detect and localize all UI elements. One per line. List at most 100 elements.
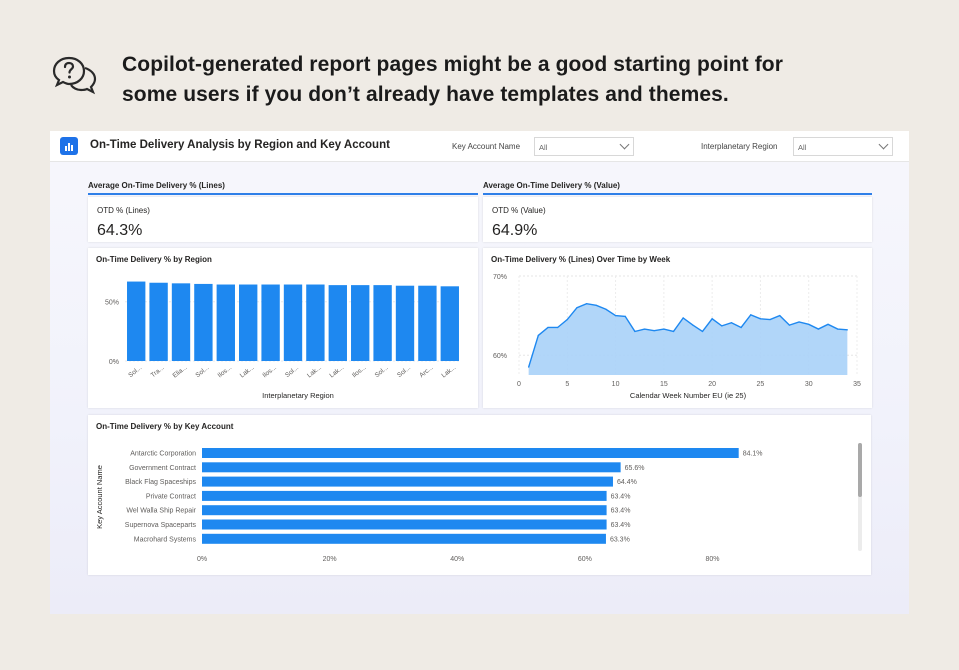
x-tick-label: Arc... <box>418 364 434 379</box>
x-tick-label: Lak... <box>306 364 323 379</box>
x-tick-label: Tra... <box>150 364 166 379</box>
y-tick-label: Private Contract <box>146 493 196 500</box>
data-point <box>643 328 646 330</box>
kpi-heading-underline <box>483 193 872 195</box>
week-area-chart: 60% 70% 0 5 10 15 20 25 30 35 Calendar Week Number… <box>493 274 861 400</box>
x-tick-label: Sol... <box>284 364 300 379</box>
x-tick-label: Elia... <box>172 364 189 380</box>
account-chart-panel[interactable]: On-Time Delivery % by Key Account 0% 20% 4… <box>88 415 871 575</box>
x-tick-label: 20% <box>323 556 337 563</box>
data-point <box>605 308 607 310</box>
chevron-down-icon <box>878 139 889 150</box>
x-tick-label: 15 <box>660 381 668 388</box>
x-tick-label: 5 <box>565 381 569 388</box>
data-point <box>750 314 752 316</box>
x-tick-label: Sol... <box>396 364 412 379</box>
kpi-value: 64.9% <box>492 222 538 239</box>
data-point <box>721 325 723 327</box>
x-tick-label: Lak... <box>239 364 256 379</box>
y-tick-label: Supernova Spaceparts <box>125 522 197 529</box>
region-bar <box>149 282 168 361</box>
account-bar <box>202 476 613 487</box>
tip-text: Copilot-generated report pages might be … <box>122 50 783 110</box>
data-point <box>711 318 713 320</box>
account-bar <box>202 462 621 473</box>
x-tick-label: Sol... <box>194 364 210 379</box>
region-slicer[interactable]: All <box>793 137 893 156</box>
account-bar <box>202 533 606 544</box>
y-tick-label: Government Contract <box>129 465 196 472</box>
region-bar <box>216 284 235 361</box>
data-point <box>537 334 539 336</box>
x-tick-label: Ilos... <box>351 364 368 379</box>
kpi-heading-value: Average On-Time Delivery % (Value) <box>483 181 620 190</box>
data-point <box>624 315 626 317</box>
account-bar <box>202 505 607 516</box>
x-tick-label: 30 <box>805 381 813 388</box>
data-point <box>779 315 781 317</box>
x-axis-title: Calendar Week Number EU (ie 25) <box>630 391 747 400</box>
slicer-value: All <box>539 143 548 152</box>
area-fill <box>528 303 848 375</box>
tip-line-2: some users if you don’t already have tem… <box>122 83 729 106</box>
account-bar <box>202 490 607 501</box>
y-tick-label: Black Flag Spaceships <box>125 479 196 486</box>
week-chart-panel[interactable]: On-Time Delivery % (Lines) Over Time by … <box>483 248 872 408</box>
scrollbar-thumb[interactable] <box>858 443 862 497</box>
series-line <box>527 302 848 368</box>
kpi-card-value[interactable]: OTD % (Value) 64.9% <box>483 197 872 242</box>
data-label: 63.4% <box>611 522 631 529</box>
scrollbar[interactable] <box>858 443 862 551</box>
x-tick-label: Sol... <box>127 364 143 379</box>
bar-chart-icon <box>60 137 78 155</box>
data-point <box>566 318 568 321</box>
kpi-card-lines[interactable]: OTD % (Lines) 64.3% <box>88 197 478 242</box>
y-tick-label: Antarctic Corporation <box>130 451 196 458</box>
data-point <box>557 326 559 329</box>
region-bar <box>239 284 258 361</box>
data-point <box>769 318 771 321</box>
report-header: On-Time Delivery Analysis by Region and … <box>50 131 909 162</box>
x-tick-label: 25 <box>757 381 765 388</box>
x-tick-label: Lak... <box>440 364 457 379</box>
region-bar <box>283 284 303 361</box>
chart-title: On-Time Delivery % by Region <box>96 255 212 264</box>
data-point <box>692 324 694 326</box>
region-slicer-label: Interplanetary Region <box>701 142 778 151</box>
x-axis-title: Interplanetary Region <box>262 391 334 400</box>
tip-line-1: Copilot-generated report pages might be … <box>122 53 784 76</box>
kpi-label: OTD % (Value) <box>492 206 546 215</box>
data-point <box>759 318 762 320</box>
data-label: 64.4% <box>617 479 637 486</box>
tip-callout: Copilot-generated report pages might be … <box>52 50 912 110</box>
data-label: 63.4% <box>611 508 631 515</box>
data-point <box>586 303 588 305</box>
data-point <box>634 330 636 333</box>
account-bar-chart: 0% 20% 40% 60% 80% Antarctic Corporation 84.1%… <box>95 448 763 563</box>
region-bar-chart: 0% 50% Sol... Tra... Elia... Sol... Ilos... Lak… <box>105 281 461 400</box>
region-chart-panel[interactable]: On-Time Delivery % by Region 0% 50% Sol...… <box>88 248 478 408</box>
data-label: 84.1% <box>743 451 763 458</box>
x-tick-label: 40% <box>450 556 464 563</box>
data-point <box>837 328 839 330</box>
x-tick-label: 20 <box>708 381 716 388</box>
x-tick-label: Lak... <box>328 364 345 379</box>
y-tick-label: Macrohard Systems <box>134 536 197 543</box>
data-label: 65.6% <box>625 465 645 472</box>
report-page: On-Time Delivery Analysis by Region and … <box>50 131 909 614</box>
kpi-value: 64.3% <box>97 222 143 239</box>
data-point <box>740 326 742 329</box>
region-bar <box>351 285 370 361</box>
account-bar <box>202 448 739 458</box>
region-bar <box>171 283 191 361</box>
data-label: 63.3% <box>610 536 630 543</box>
data-point <box>682 317 684 319</box>
kpi-label: OTD % (Lines) <box>97 206 150 215</box>
key-account-slicer[interactable]: All <box>534 137 634 156</box>
region-bar <box>373 285 392 361</box>
chart-title: On-Time Delivery % by Key Account <box>96 422 234 431</box>
region-bar <box>261 284 280 361</box>
x-tick-label: Sol... <box>374 364 390 379</box>
y-tick-label: 50% <box>105 300 119 307</box>
data-point <box>595 304 597 306</box>
